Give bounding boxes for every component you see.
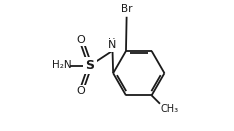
Text: O: O [77,35,85,45]
Text: S: S [86,59,95,72]
Text: N: N [108,40,116,50]
Text: O: O [77,86,85,96]
Text: H₂N: H₂N [52,61,72,70]
Text: H: H [108,38,116,48]
Text: Br: Br [121,4,132,14]
Text: CH₃: CH₃ [161,104,179,114]
